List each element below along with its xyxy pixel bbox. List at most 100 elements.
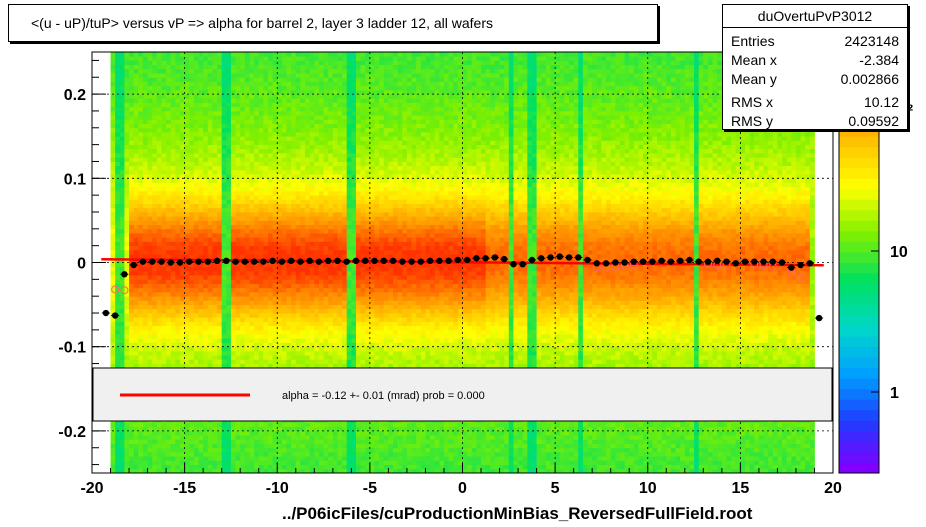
heatmap-cell — [281, 460, 287, 465]
heatmap-cell — [323, 115, 329, 120]
heatmap-cell — [184, 426, 190, 432]
heatmap-cell — [300, 304, 306, 310]
heatmap-cell — [235, 56, 241, 61]
heatmap-cell — [240, 237, 246, 242]
heatmap-cell — [254, 56, 260, 61]
heatmap-cell — [189, 422, 195, 428]
heatmap-cell — [277, 77, 283, 82]
heatmap-cell — [318, 350, 324, 356]
heatmap-cell — [254, 207, 260, 213]
heatmap-cell — [110, 350, 116, 356]
heatmap-cell — [305, 136, 311, 141]
heatmap-cell — [110, 178, 116, 183]
heatmap-cell — [337, 190, 343, 196]
heatmap-cell — [286, 233, 292, 238]
heatmap-cell — [263, 77, 269, 82]
heatmap-cell — [314, 157, 320, 162]
heatmap-cell — [332, 296, 338, 301]
heatmap-cell — [305, 266, 311, 272]
heatmap-cell — [184, 169, 190, 175]
heatmap-cell — [235, 153, 241, 158]
heatmap-cell — [142, 131, 148, 137]
heatmap-cell — [277, 350, 283, 356]
heatmap-cell — [337, 186, 343, 192]
heatmap-cell — [133, 291, 139, 297]
heatmap-cell — [184, 359, 190, 364]
heatmap-cell — [147, 342, 153, 348]
heatmap-cell — [156, 262, 162, 268]
heatmap-cell — [170, 136, 176, 141]
heatmap-cell — [221, 85, 227, 91]
heatmap-cell — [129, 56, 135, 61]
heatmap-cell — [217, 304, 223, 310]
heatmap-cell — [189, 426, 195, 432]
heatmap-cell — [300, 216, 306, 221]
heatmap-cell — [110, 106, 116, 112]
heatmap-cell — [281, 110, 287, 116]
heatmap-cell — [207, 94, 213, 99]
heatmap-cell — [156, 296, 162, 301]
heatmap-cell — [300, 136, 306, 141]
heatmap-cell — [129, 186, 135, 192]
heatmap-cell — [129, 161, 135, 167]
heatmap-cell — [318, 153, 324, 158]
heatmap-cell — [170, 174, 176, 179]
heatmap-cell — [189, 435, 195, 440]
heatmap-cell — [286, 270, 292, 276]
heatmap-cell — [152, 178, 158, 183]
heatmap-cell — [217, 186, 223, 192]
heatmap-cell — [337, 216, 343, 221]
heatmap-cell — [124, 216, 130, 221]
heatmap-cell — [119, 102, 125, 108]
heatmap-cell — [203, 81, 209, 87]
heatmap-cell — [129, 460, 135, 465]
heatmap-cell — [318, 81, 324, 87]
heatmap-cell — [156, 287, 162, 293]
heatmap-cell — [314, 468, 320, 474]
heatmap-cell — [281, 115, 287, 120]
heatmap-cell — [142, 363, 148, 369]
heatmap-cell — [249, 422, 255, 428]
heatmap-cell — [203, 283, 209, 289]
heatmap-cell — [240, 64, 246, 70]
heatmap-cell — [272, 153, 278, 158]
heatmap-cell — [258, 73, 264, 78]
heatmap-cell — [277, 325, 283, 331]
heatmap-cell — [193, 98, 199, 103]
heatmap-cell — [258, 165, 264, 171]
heatmap-cell — [170, 338, 176, 343]
heatmap-cell — [295, 279, 301, 284]
heatmap-cell — [249, 178, 255, 183]
heatmap-cell — [189, 447, 195, 453]
heatmap-cell — [295, 321, 301, 327]
heatmap-cell — [258, 451, 264, 457]
heatmap-cell — [249, 317, 255, 322]
heatmap-cell — [267, 317, 274, 322]
heatmap-cell — [133, 73, 139, 78]
heatmap-cell — [318, 266, 324, 272]
heatmap-cell — [314, 359, 320, 364]
heatmap-cell — [254, 73, 260, 78]
heatmap-cell — [147, 338, 153, 343]
heatmap-cell — [175, 207, 181, 213]
heatmap-cell — [212, 211, 218, 217]
heatmap-cell — [207, 85, 213, 91]
heatmap-cell — [286, 460, 292, 465]
heatmap-cell — [314, 262, 320, 268]
heatmap-cell — [161, 136, 167, 141]
heatmap-cell — [272, 350, 278, 356]
heatmap-cell — [119, 355, 125, 360]
heatmap-cell — [230, 199, 236, 204]
heatmap-cell — [295, 275, 301, 280]
heatmap-cell — [129, 346, 135, 352]
heatmap-cell — [281, 89, 287, 95]
heatmap-cell — [272, 199, 278, 204]
heatmap-cell — [179, 464, 186, 470]
heatmap-cell — [133, 359, 139, 364]
heatmap-cell — [309, 131, 315, 137]
heatmap-cell — [235, 68, 241, 74]
heatmap-cell — [189, 94, 195, 99]
heatmap-cell — [291, 140, 297, 146]
heatmap-cell — [115, 224, 121, 230]
